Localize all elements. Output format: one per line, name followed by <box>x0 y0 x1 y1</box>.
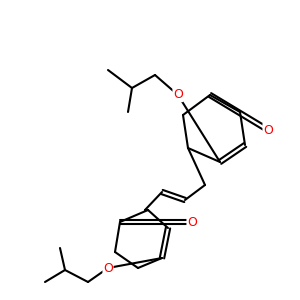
Text: O: O <box>103 262 113 275</box>
Text: O: O <box>173 88 183 101</box>
Text: O: O <box>263 124 273 136</box>
Text: O: O <box>187 215 197 229</box>
